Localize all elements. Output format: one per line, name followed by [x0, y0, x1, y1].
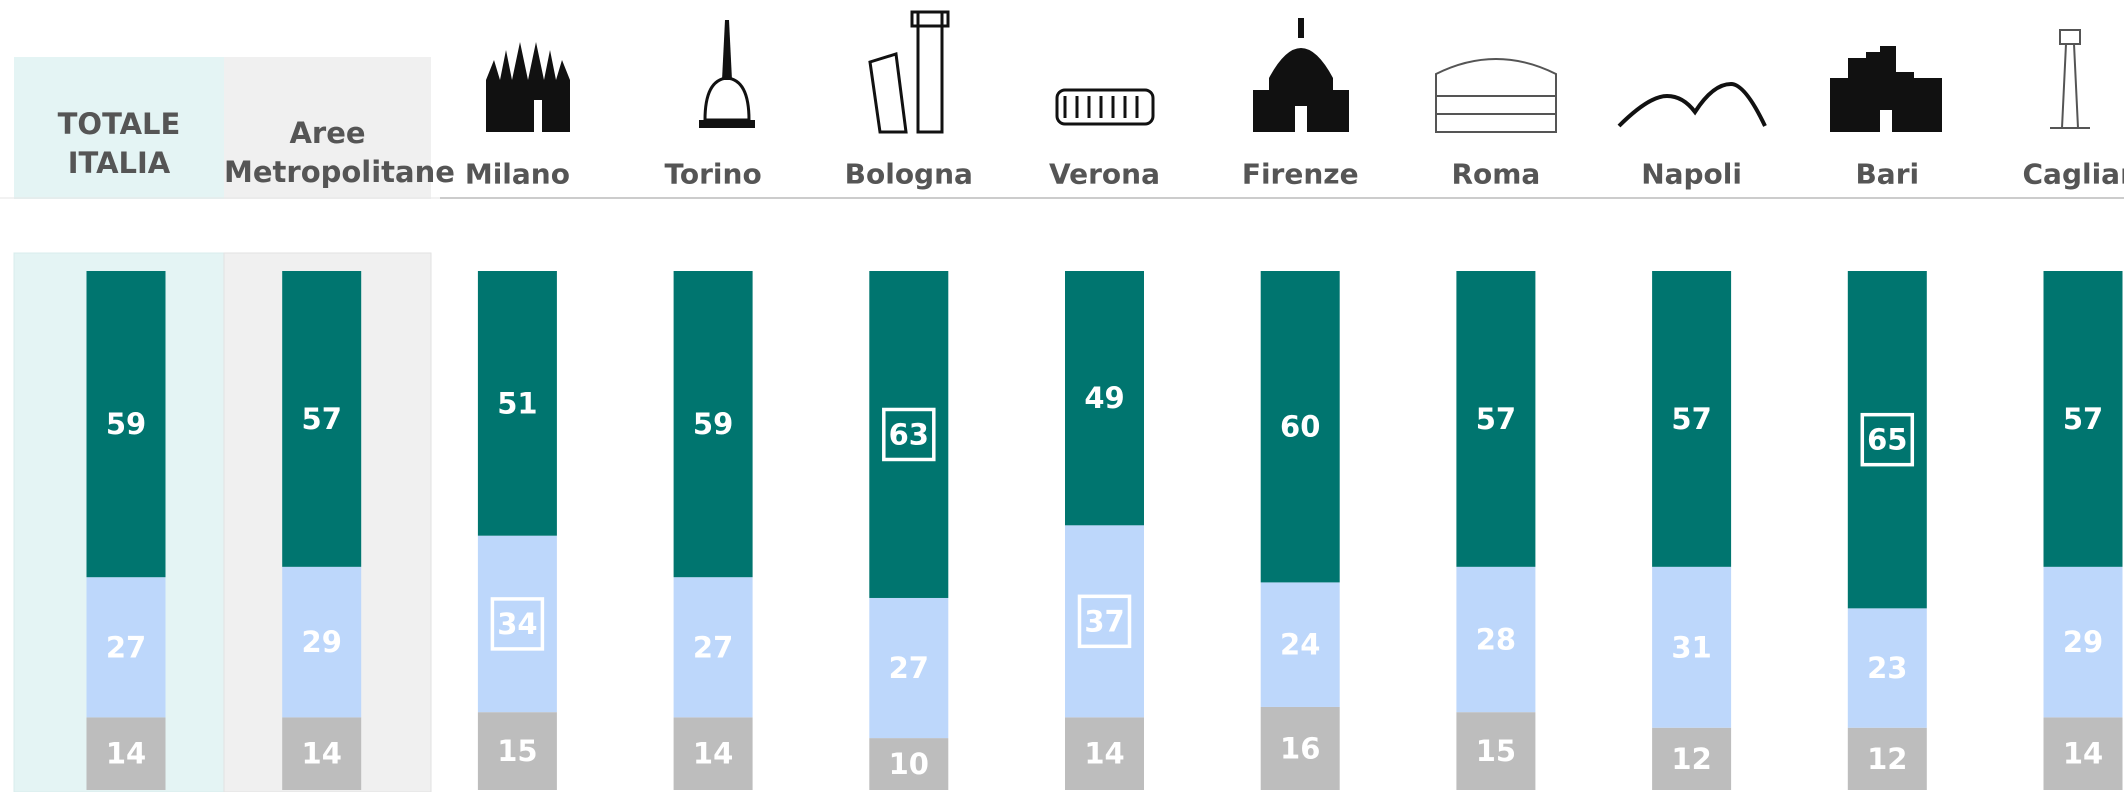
icon-bari [1830, 46, 1942, 132]
category-label: Bari [1855, 158, 1919, 191]
value-label: 37 [1084, 604, 1124, 638]
value-label: 15 [1476, 734, 1516, 768]
value-label: 14 [302, 737, 342, 771]
category-label: Aree Metropolitane [224, 114, 431, 192]
value-label: 65 [1867, 423, 1907, 457]
category-label: Firenze [1242, 158, 1359, 191]
value-label: 12 [1671, 742, 1711, 776]
value-label: 31 [1671, 630, 1711, 664]
value-label: 23 [1867, 651, 1907, 685]
icon-napoli [1619, 84, 1765, 126]
value-label: 14 [106, 737, 146, 771]
value-label: 57 [302, 402, 342, 436]
category-label: Napoli [1641, 158, 1742, 191]
value-label: 34 [497, 607, 537, 641]
value-label: 14 [693, 737, 733, 771]
icon-verona [1057, 90, 1153, 124]
city-icons [486, 12, 2090, 132]
value-label: 51 [497, 386, 537, 420]
icon-milano [486, 42, 570, 132]
category-label: Cagliari [2023, 158, 2124, 191]
icon-cagliari [2050, 30, 2090, 128]
value-label: 28 [1476, 622, 1516, 656]
value-label: 63 [889, 417, 929, 451]
value-label: 12 [1867, 742, 1907, 776]
category-label: Milano [465, 158, 570, 191]
value-label: 16 [1280, 731, 1320, 765]
category-label: Torino [664, 158, 761, 191]
value-label: 27 [106, 630, 146, 664]
value-label: 49 [1084, 381, 1124, 415]
category-label: TOTALE ITALIA [14, 105, 224, 183]
value-label: 59 [106, 407, 146, 441]
value-label: 10 [889, 747, 929, 781]
value-label: 14 [2063, 737, 2103, 771]
icon-firenze [1253, 18, 1349, 132]
icon-roma [1436, 59, 1556, 132]
value-label: 15 [497, 734, 537, 768]
value-label: 59 [693, 407, 733, 441]
category-label: Verona [1049, 158, 1160, 191]
category-label: Bologna [845, 158, 973, 191]
icon-bologna [870, 12, 948, 132]
value-label: 57 [2063, 402, 2103, 436]
value-label: 60 [1280, 410, 1320, 444]
value-label: 27 [693, 630, 733, 664]
value-label: 14 [1084, 737, 1124, 771]
page: Milano Torino Bologna Verona Firenze Roma Napo… [0, 0, 2124, 792]
value-label: 27 [889, 651, 929, 685]
icon-torino [699, 20, 755, 128]
value-label: 57 [1671, 402, 1711, 436]
value-label: 29 [2063, 625, 2103, 659]
value-label: 24 [1280, 628, 1320, 662]
category-label: Roma [1451, 158, 1540, 191]
value-label: 57 [1476, 402, 1516, 436]
value-label: 29 [302, 625, 342, 659]
